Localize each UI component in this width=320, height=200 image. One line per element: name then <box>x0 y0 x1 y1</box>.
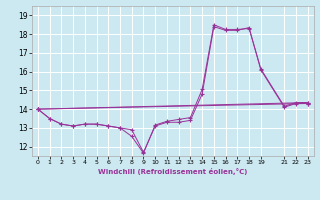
X-axis label: Windchill (Refroidissement éolien,°C): Windchill (Refroidissement éolien,°C) <box>98 168 247 175</box>
